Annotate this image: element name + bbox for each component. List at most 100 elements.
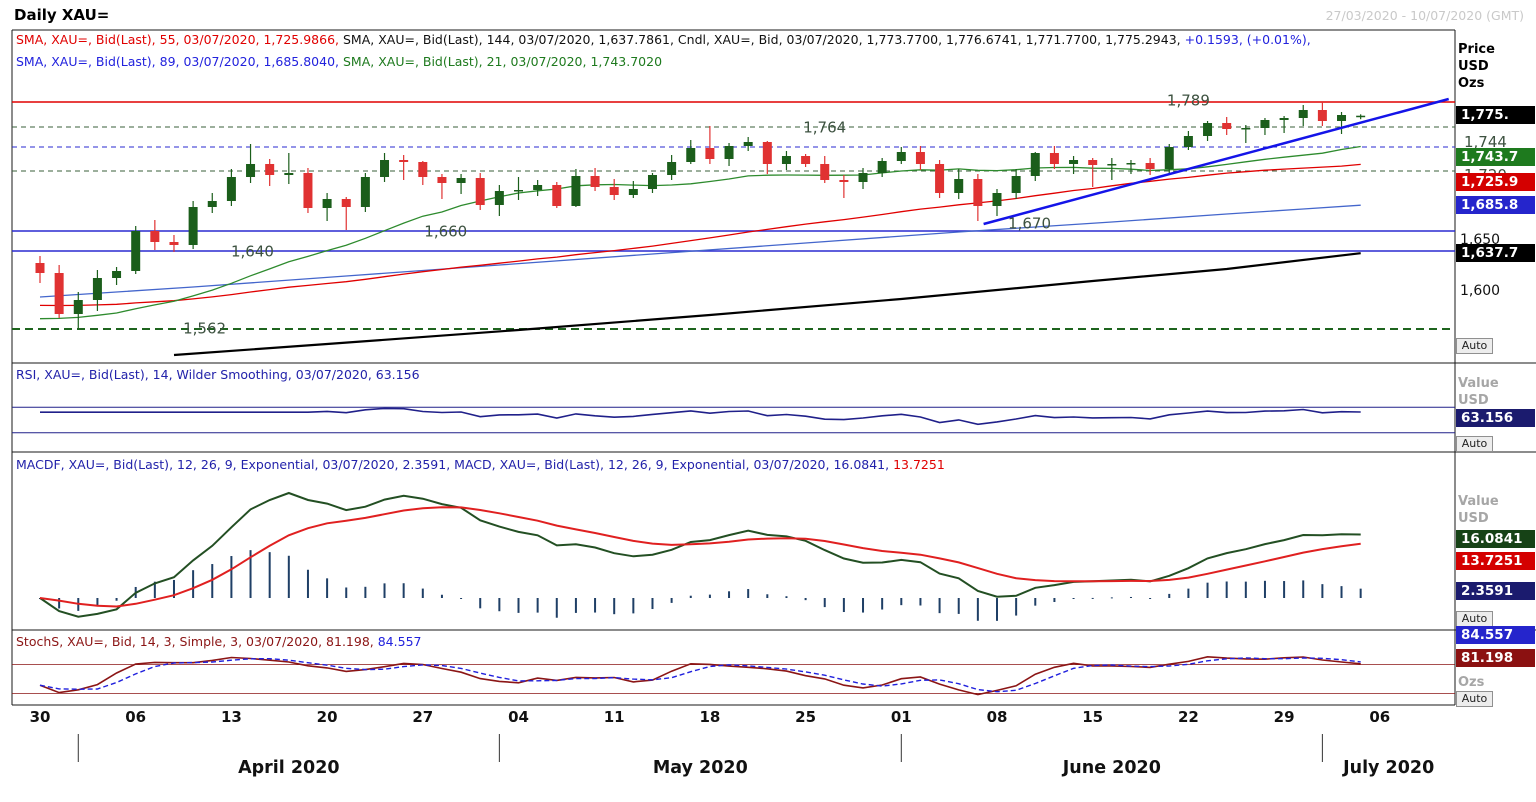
legend-sma89: SMA, XAU=, Bid(Last), 89, 03/07/2020, 1,… bbox=[16, 54, 343, 69]
macd-legend[interactable]: MACDF, XAU=, Bid(Last), 12, 26, 9, Expon… bbox=[16, 457, 945, 472]
candle bbox=[246, 164, 256, 177]
candle bbox=[1049, 153, 1059, 164]
candle bbox=[360, 177, 370, 207]
candle bbox=[896, 152, 906, 161]
candle bbox=[590, 176, 600, 187]
sma144-value-badge: 1,637.7 bbox=[1456, 244, 1535, 262]
candle bbox=[877, 161, 887, 173]
macd-axis-unit-value: Value bbox=[1458, 494, 1499, 509]
price-axis-unit-price: Price bbox=[1458, 42, 1495, 57]
candle bbox=[1069, 160, 1079, 164]
candle bbox=[762, 142, 772, 164]
svg-text:01: 01 bbox=[891, 708, 912, 726]
candle bbox=[1337, 115, 1347, 121]
candle bbox=[456, 178, 466, 183]
svg-text:1,660: 1,660 bbox=[424, 223, 467, 241]
svg-text:11: 11 bbox=[604, 708, 625, 726]
candle bbox=[705, 148, 715, 159]
rsi-auto-scale-button[interactable]: Auto bbox=[1456, 436, 1493, 452]
svg-text:May 2020: May 2020 bbox=[653, 758, 748, 778]
svg-text:13: 13 bbox=[221, 708, 242, 726]
candle bbox=[1030, 153, 1040, 176]
signal-value-badge: 13.7251 bbox=[1456, 552, 1535, 570]
candle bbox=[1298, 110, 1308, 118]
candle bbox=[207, 201, 217, 207]
candlesticks bbox=[35, 102, 1366, 328]
stoch-axis-unit-ozs: Ozs bbox=[1458, 675, 1485, 690]
sma89-value-badge: 1,685.8 bbox=[1456, 196, 1535, 214]
macd-auto-scale-button[interactable]: Auto bbox=[1456, 611, 1493, 627]
stoch-k-value-badge: 81.198 bbox=[1456, 649, 1535, 667]
candle bbox=[380, 160, 390, 177]
candle bbox=[552, 185, 562, 206]
svg-text:08: 08 bbox=[987, 708, 1008, 726]
candle bbox=[322, 199, 332, 208]
svg-text:18: 18 bbox=[699, 708, 720, 726]
stoch-auto-scale-button[interactable]: Auto bbox=[1456, 691, 1493, 707]
candle bbox=[494, 191, 504, 205]
candle bbox=[226, 177, 236, 201]
candle bbox=[150, 231, 160, 242]
svg-text:04: 04 bbox=[508, 708, 529, 726]
svg-text:20: 20 bbox=[317, 708, 338, 726]
candle bbox=[973, 179, 983, 206]
candle bbox=[801, 156, 811, 164]
page-title: Daily XAU= bbox=[14, 6, 110, 24]
svg-text:30: 30 bbox=[30, 708, 51, 726]
main-legend-row2[interactable]: SMA, XAU=, Bid(Last), 89, 03/07/2020, 1,… bbox=[16, 54, 662, 69]
sma21-value-badge: 1,743.7 bbox=[1456, 148, 1535, 166]
candle bbox=[188, 207, 198, 245]
svg-text:1,670: 1,670 bbox=[1008, 215, 1051, 233]
candle bbox=[303, 173, 313, 208]
histogram-value-badge: 2.3591 bbox=[1456, 582, 1535, 600]
candle bbox=[954, 179, 964, 193]
svg-text:April 2020: April 2020 bbox=[238, 758, 340, 778]
legend-rsi: RSI, XAU=, Bid(Last), 14, Wilder Smoothi… bbox=[16, 367, 420, 382]
stoch-legend[interactable]: StochS, XAU=, Bid, 14, 3, Simple, 3, 03/… bbox=[16, 634, 421, 649]
candle bbox=[35, 263, 45, 273]
candle bbox=[73, 300, 83, 314]
candle bbox=[743, 142, 753, 146]
svg-text:1,562: 1,562 bbox=[183, 320, 226, 338]
candle bbox=[1203, 123, 1213, 136]
price-tick-1600: 1,600 bbox=[1460, 283, 1501, 299]
candle bbox=[1260, 120, 1270, 128]
main-auto-scale-button[interactable]: Auto bbox=[1456, 338, 1493, 354]
candle bbox=[781, 156, 791, 164]
rsi-legend[interactable]: RSI, XAU=, Bid(Last), 14, Wilder Smoothi… bbox=[16, 367, 420, 382]
svg-text:1,764: 1,764 bbox=[803, 119, 846, 137]
svg-text:27: 27 bbox=[412, 708, 433, 726]
candle bbox=[839, 180, 849, 182]
legend-macd: MACDF, XAU=, Bid(Last), 12, 26, 9, Expon… bbox=[16, 457, 894, 472]
rsi-axis-unit-value: Value bbox=[1458, 376, 1499, 391]
rsi-axis-unit-usd: USD bbox=[1458, 393, 1489, 408]
macd-lines bbox=[39, 491, 1361, 618]
candle bbox=[935, 164, 945, 193]
stochastic-panel bbox=[12, 655, 1455, 696]
candle bbox=[1241, 128, 1251, 130]
candle bbox=[265, 164, 275, 175]
rsi-value-badge: 63.156 bbox=[1456, 409, 1535, 427]
candle bbox=[54, 273, 64, 314]
main-legend-row1[interactable]: SMA, XAU=, Bid(Last), 55, 03/07/2020, 1,… bbox=[16, 32, 1311, 47]
legend-change: +0.1593, (+0.01%), bbox=[1184, 32, 1311, 47]
candle bbox=[1126, 163, 1136, 165]
candle bbox=[131, 231, 141, 271]
svg-text:15: 15 bbox=[1082, 708, 1103, 726]
svg-text:25: 25 bbox=[795, 708, 816, 726]
svg-text:06: 06 bbox=[1369, 708, 1390, 726]
macd-histogram bbox=[39, 550, 1362, 621]
candle bbox=[571, 176, 581, 206]
legend-sma21: SMA, XAU=, Bid(Last), 21, 03/07/2020, 1,… bbox=[342, 54, 663, 69]
candle bbox=[514, 190, 523, 192]
price-axis-unit-usd: USD bbox=[1458, 59, 1489, 74]
last-price-badge: 1,775. bbox=[1456, 106, 1535, 124]
candle bbox=[1317, 110, 1327, 121]
candle bbox=[1222, 123, 1232, 129]
candle bbox=[169, 242, 179, 245]
candle bbox=[1088, 160, 1098, 165]
candle bbox=[1011, 176, 1021, 193]
candle bbox=[609, 187, 619, 195]
